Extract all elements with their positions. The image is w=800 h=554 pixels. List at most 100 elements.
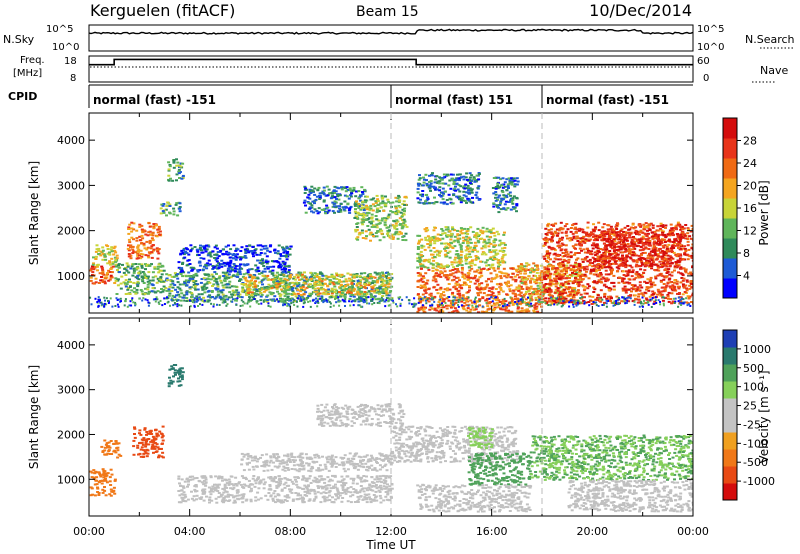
scatter-cell — [342, 206, 346, 209]
scatter-cell — [375, 281, 379, 284]
scatter-cell — [167, 179, 171, 182]
scatter-cell — [641, 275, 645, 278]
scatter-cell — [681, 293, 685, 296]
scatter-cell — [416, 272, 420, 274]
scatter-cell — [345, 280, 349, 283]
scatter-cell — [427, 268, 431, 271]
scatter-cell — [235, 253, 239, 256]
scatter-cell — [393, 233, 397, 236]
scatter-cell — [355, 274, 359, 277]
scatter-cell — [526, 268, 530, 271]
scatter-cell — [624, 291, 628, 294]
scatter-cell — [454, 253, 458, 256]
scatter-cell — [159, 212, 163, 215]
scatter-cell — [139, 289, 143, 291]
scatter-cell — [484, 253, 488, 256]
scatter-cell — [185, 300, 189, 302]
scatter-cell — [522, 276, 526, 279]
scatter-cell — [612, 250, 616, 252]
scatter-cell — [184, 275, 188, 278]
scatter-cell — [305, 278, 309, 281]
scatter-cell — [447, 283, 451, 285]
scatter-cell — [297, 283, 301, 286]
scatter-cell — [238, 268, 242, 271]
scatter-cell — [456, 254, 460, 257]
scatter-cell — [456, 233, 460, 236]
scatter-cell — [207, 299, 211, 302]
scatter-cell — [546, 250, 550, 253]
scatter-cell — [569, 237, 573, 240]
scatter-cell — [561, 284, 565, 287]
scatter-cell — [496, 196, 500, 199]
scatter-cell — [308, 188, 312, 191]
scatter-cell — [332, 205, 336, 208]
scatter-cell — [244, 252, 248, 254]
scatter-cell — [467, 250, 471, 253]
scatter-cell — [389, 290, 393, 292]
scatter-cell — [117, 266, 121, 269]
scatter-cell — [371, 276, 375, 279]
scatter-cell — [112, 253, 116, 256]
scatter-cell — [494, 244, 497, 247]
scatter-cell — [228, 280, 232, 283]
scatter-cell — [382, 236, 386, 239]
scatter-cell — [331, 191, 335, 194]
scatter-cell — [662, 278, 666, 281]
scatter-cell — [646, 254, 650, 257]
scatter-cell — [456, 229, 459, 232]
scatter-cell — [146, 234, 150, 237]
scatter-cell — [403, 210, 406, 212]
scatter-cell — [500, 247, 504, 250]
scatter-cell — [283, 291, 287, 294]
scatter-cell — [288, 253, 292, 256]
scatter-cell — [143, 274, 147, 277]
scatter-cell — [208, 263, 212, 266]
scatter-cell — [471, 230, 475, 233]
scatter-cell — [397, 210, 401, 213]
scatter-cell — [483, 244, 487, 247]
scatter-cell — [238, 296, 242, 298]
scatter-cell — [324, 194, 328, 197]
scatter-cell — [429, 294, 433, 297]
scatter-cell — [282, 299, 286, 302]
scatter-cell — [336, 195, 340, 198]
scatter-cell — [661, 224, 665, 227]
scatter-cell — [211, 250, 215, 253]
scatter-cell — [134, 276, 138, 279]
scatter-cell — [454, 185, 457, 188]
scatter-cell — [478, 276, 482, 279]
scatter-cell — [394, 205, 398, 208]
scatter-cell — [192, 276, 196, 279]
scatter-cell — [209, 278, 213, 281]
scatter-cell — [344, 190, 348, 193]
scatter-cell — [229, 259, 233, 262]
scatter-cell — [222, 248, 225, 251]
scatter-cell — [140, 242, 144, 244]
scatter-cell — [138, 270, 142, 273]
scatter-cell — [551, 223, 555, 226]
scatter-cell — [175, 164, 179, 167]
scatter-cell — [438, 194, 441, 196]
scatter-cell — [203, 248, 207, 251]
scatter-cell — [138, 239, 142, 242]
scatter-cell — [363, 276, 367, 279]
scatter-cell — [276, 275, 279, 278]
scatter-cell — [691, 292, 693, 295]
scatter-cell — [390, 235, 394, 238]
scatter-cell — [660, 250, 664, 253]
cpid-segment-label: normal (fast) -151 — [546, 93, 669, 107]
scatter-cell — [254, 248, 258, 251]
scatter-cell — [480, 237, 484, 240]
scatter-cell — [251, 246, 255, 248]
scatter-cell — [304, 187, 308, 190]
scatter-cell — [153, 267, 157, 270]
scatter-cell — [369, 274, 373, 277]
scatter-cell — [647, 248, 651, 250]
scatter-cell — [434, 237, 438, 240]
scatter-cell — [574, 261, 578, 264]
scatter-cell — [394, 212, 398, 215]
scatter-cell — [386, 229, 390, 232]
scatter-cell — [496, 267, 500, 270]
scatter-cell — [378, 239, 382, 242]
scatter-cell — [445, 235, 449, 238]
